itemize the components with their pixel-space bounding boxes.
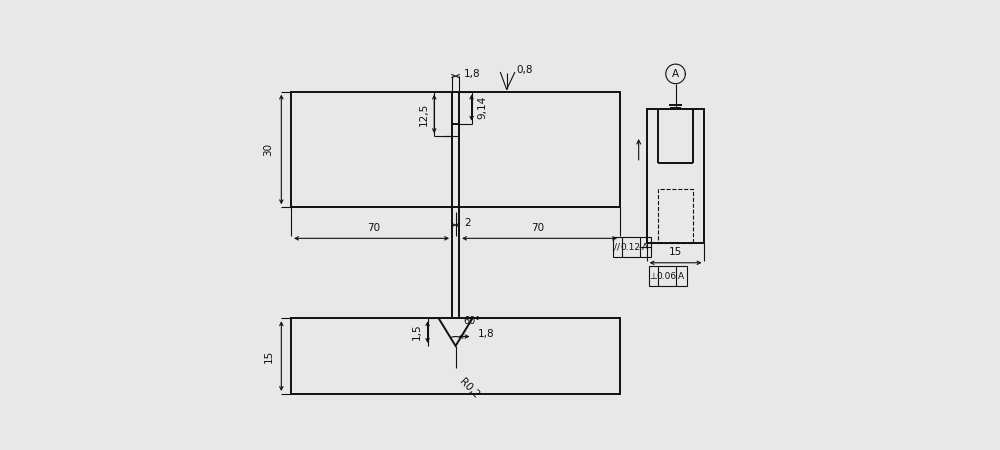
- Text: 0,8: 0,8: [516, 65, 533, 75]
- Text: 1,8: 1,8: [464, 69, 480, 79]
- Text: 1,8: 1,8: [478, 329, 494, 339]
- Bar: [291, 92, 620, 207]
- Text: A: A: [642, 243, 648, 252]
- Text: //: //: [614, 243, 620, 252]
- Text: 15: 15: [669, 248, 682, 257]
- Text: 70: 70: [367, 223, 380, 233]
- Bar: [649, 266, 687, 286]
- Bar: [647, 109, 704, 243]
- Text: 70: 70: [531, 223, 544, 233]
- Text: 15: 15: [263, 350, 273, 363]
- Text: A: A: [678, 272, 684, 281]
- Text: R0,2: R0,2: [458, 377, 482, 401]
- Bar: [658, 189, 693, 243]
- Bar: [291, 318, 620, 394]
- Text: 60°: 60°: [464, 316, 481, 326]
- Text: 1,5: 1,5: [412, 324, 422, 340]
- Text: 30: 30: [263, 143, 273, 156]
- Text: 9,14: 9,14: [478, 96, 488, 119]
- Text: 0.12: 0.12: [621, 243, 641, 252]
- Text: 12,5: 12,5: [419, 102, 429, 126]
- Bar: [613, 237, 651, 257]
- Text: 0.06: 0.06: [657, 272, 677, 281]
- Text: ⊥: ⊥: [649, 272, 657, 281]
- Text: 2: 2: [464, 218, 471, 228]
- Text: A: A: [672, 69, 679, 79]
